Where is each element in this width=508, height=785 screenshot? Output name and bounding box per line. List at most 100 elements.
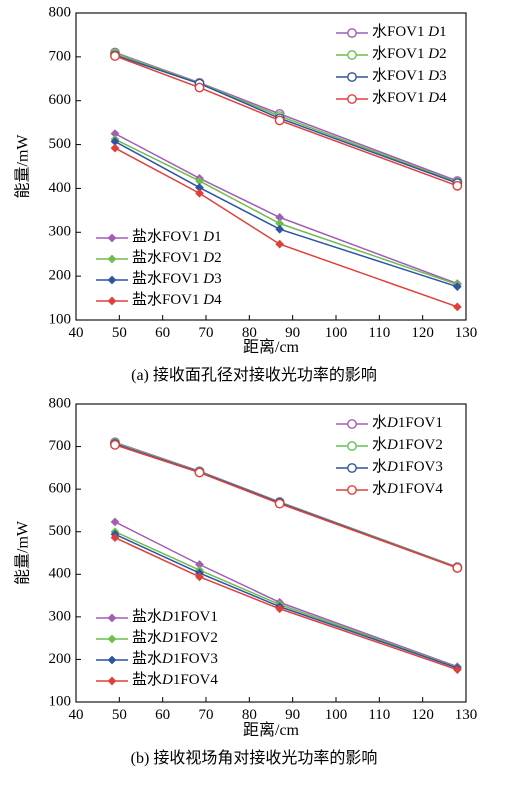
legend-marker	[347, 72, 357, 82]
data-point	[275, 224, 285, 234]
figure-caption: (a) 接收面孔径对接收光功率的影响	[131, 366, 377, 384]
legend-marker	[347, 94, 357, 104]
legend-marker	[107, 275, 117, 285]
legend-entry: 盐水D1FOV2	[96, 629, 218, 646]
data-point	[110, 143, 120, 153]
series-line	[114, 52, 458, 183]
series-line	[114, 54, 458, 184]
data-point	[274, 115, 285, 126]
x-tick-label: 90	[285, 325, 300, 341]
x-tick-label: 120	[411, 325, 434, 341]
legend-entry: 水FOV1 D4	[336, 89, 447, 106]
y-tick-label: 300	[49, 224, 72, 240]
series-3	[110, 439, 463, 573]
chart-panel-b: 40 50 60 70 80 90 100 110 120 130 100 200 300 400 500 6…	[14, 395, 478, 767]
legend-label: 水D1FOV1	[372, 414, 443, 431]
x-tick-label: 80	[242, 325, 257, 341]
x-tick-label: 100	[325, 707, 348, 723]
y-axis-label: 能量/mW	[14, 134, 32, 199]
legend-marker	[107, 634, 117, 644]
data-point	[275, 604, 285, 614]
x-tick-label: 80	[242, 707, 257, 723]
legend-label: 盐水FOV1 D1	[132, 228, 222, 245]
legend-label: 水FOV1 D2	[372, 45, 447, 62]
legend-marker	[107, 655, 117, 665]
data-point	[452, 665, 462, 675]
legend-marker	[107, 613, 117, 623]
legend-entry: 盐水D1FOV1	[96, 608, 218, 625]
x-tick-label: 70	[199, 325, 214, 341]
series-line	[114, 55, 458, 187]
series-line	[114, 536, 458, 671]
y-tick-label: 600	[49, 481, 72, 497]
data-point	[110, 533, 120, 543]
y-tick-label: 500	[49, 136, 72, 152]
data-point	[194, 82, 205, 93]
series-line	[114, 132, 458, 285]
legend-entry: 水D1FOV2	[336, 436, 443, 453]
data-point	[110, 51, 120, 61]
legend-marker	[347, 28, 357, 38]
series-3	[110, 51, 463, 191]
data-point	[195, 188, 204, 198]
data-point	[452, 563, 463, 573]
x-tick-label: 100	[325, 325, 348, 341]
series-line	[114, 147, 458, 308]
series-line	[114, 444, 458, 569]
legend-bottom-left: 盐水FOV1 D1 盐水FOV1 D2 盐水FOV1 D3 盐水FOV1 D4	[96, 228, 222, 308]
legend-entry: 盐水FOV1 D4	[96, 291, 222, 308]
x-tick-label: 130	[455, 707, 478, 723]
legend-marker	[107, 254, 117, 264]
y-tick-label: 800	[49, 4, 72, 20]
x-tick-label: 70	[199, 707, 214, 723]
plot-frame	[75, 12, 467, 321]
plot-frame	[75, 403, 467, 703]
legend-bottom-left: 盐水D1FOV1 盐水D1FOV2 盐水D1FOV3 盐水D1FOV4	[96, 608, 218, 688]
y-tick-label: 800	[49, 395, 72, 411]
chart-panel-a: 40 50 60 70 80 90 100 110 120 130 100 200 300 400 500 6…	[14, 4, 478, 384]
y-tick-label: 700	[49, 438, 72, 454]
y-tick-label: 200	[49, 268, 72, 284]
x-tick-label: 60	[155, 707, 170, 723]
data-point	[452, 282, 462, 292]
legend-label: 盐水FOV1 D4	[132, 291, 222, 308]
legend-marker	[107, 296, 117, 306]
legend-marker	[347, 463, 357, 473]
data-point	[110, 439, 120, 450]
legend-entry: 水FOV1 D3	[336, 67, 447, 84]
y-tick-label: 600	[49, 92, 72, 108]
legend-label: 盐水FOV1 D3	[132, 270, 222, 287]
legend-entry: 盐水FOV1 D1	[96, 228, 222, 245]
x-tick-label: 120	[411, 707, 434, 723]
legend-label: 盐水D1FOV4	[132, 671, 218, 688]
legend-marker	[347, 441, 357, 451]
y-tick-label: 100	[49, 693, 72, 709]
series-7	[110, 533, 462, 675]
series-line	[114, 140, 458, 288]
x-tick-label: 40	[69, 325, 84, 341]
x-tick-label: 130	[455, 325, 478, 341]
x-tick-label: 50	[112, 325, 127, 341]
x-tick-label: 50	[112, 707, 127, 723]
data-point	[195, 572, 204, 582]
legend-entry: 盐水FOV1 D2	[96, 249, 222, 266]
legend-entry: 水D1FOV3	[336, 458, 443, 475]
legend-label: 水FOV1 D4	[372, 89, 447, 106]
legend-top-right: 水D1FOV1 水D1FOV2 水D1FOV3 水D1FOV4	[336, 414, 443, 497]
legend-label: 水FOV1 D1	[372, 23, 447, 40]
y-axis-label: 能量/mW	[14, 520, 32, 585]
data-point	[452, 180, 463, 191]
legend-entry: 水FOV1 D2	[336, 45, 447, 62]
figure-caption: (b) 接收视场角对接收光功率的影响	[131, 749, 378, 767]
legend-marker	[347, 50, 357, 60]
y-tick-label: 100	[49, 311, 72, 327]
x-axis-label: 距离/cm	[243, 721, 300, 739]
legend-top-right: 水FOV1 D1 水FOV1 D2 水FOV1 D3 水FOV1 D4	[336, 23, 447, 106]
y-tick-label: 400	[49, 180, 72, 196]
y-tick-label: 400	[49, 566, 72, 582]
data-point	[110, 517, 120, 527]
data-point	[194, 467, 205, 478]
x-tick-label: 90	[285, 707, 300, 723]
legend-marker	[107, 233, 117, 243]
